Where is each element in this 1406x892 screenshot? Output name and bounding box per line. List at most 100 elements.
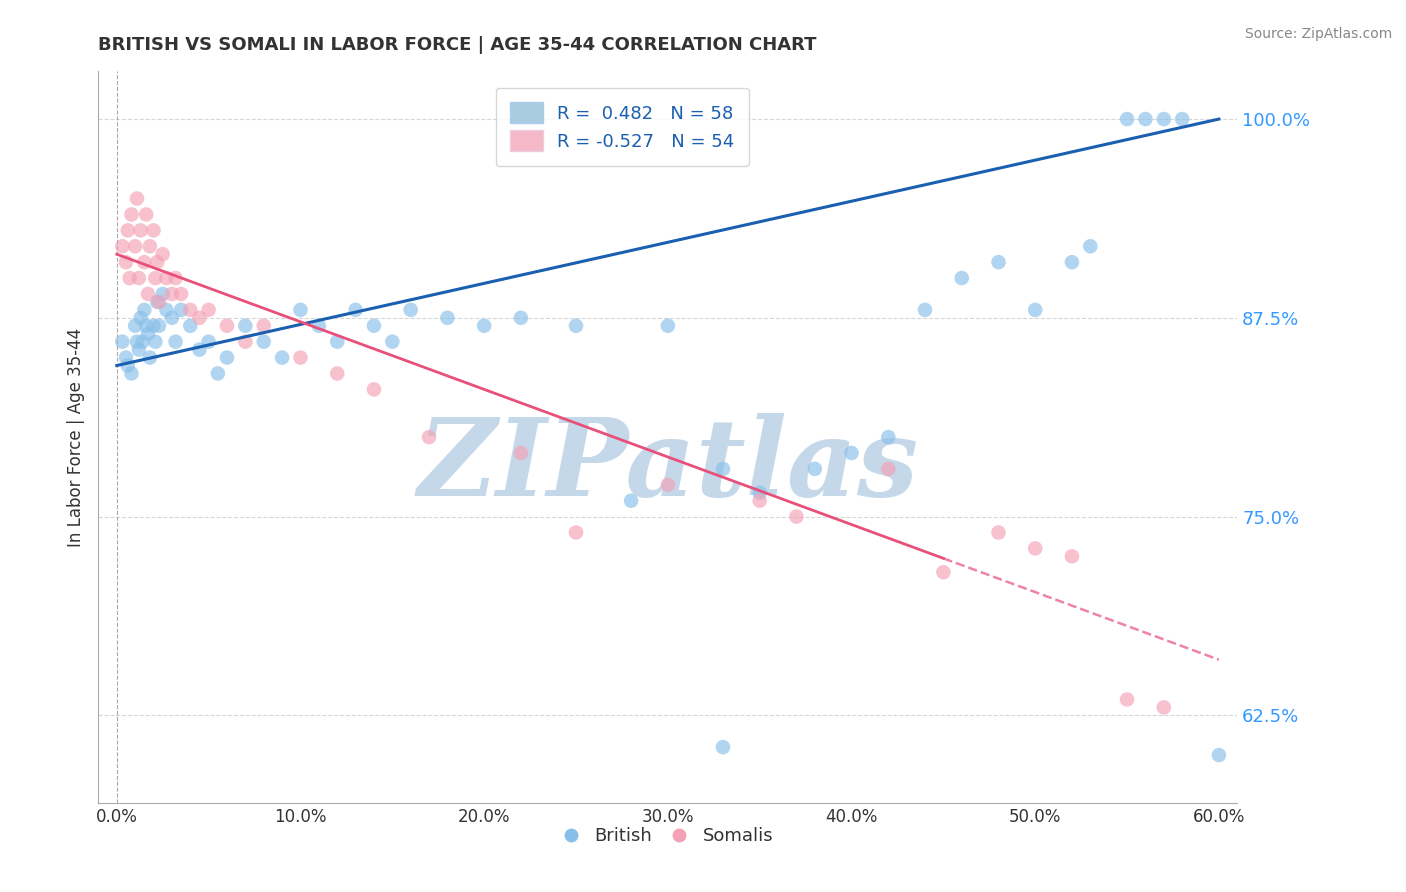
Point	[271, 351, 294, 365]
Point	[135, 207, 157, 221]
Point	[950, 271, 973, 285]
Text: BRITISH VS SOMALI IN LABOR FORCE | AGE 35-44 CORRELATION CHART: BRITISH VS SOMALI IN LABOR FORCE | AGE 3…	[98, 36, 817, 54]
Point	[1078, 239, 1101, 253]
Point	[131, 334, 153, 349]
Point	[711, 462, 734, 476]
Point	[1153, 112, 1175, 126]
Legend: British, Somalis: British, Somalis	[555, 820, 780, 852]
Point	[160, 287, 183, 301]
Point	[117, 359, 139, 373]
Point	[142, 318, 165, 333]
Point	[565, 525, 588, 540]
Point	[841, 446, 863, 460]
Point	[1135, 112, 1157, 126]
Point	[139, 351, 162, 365]
Point	[118, 271, 141, 285]
Point	[134, 302, 156, 317]
Point	[363, 318, 385, 333]
Point	[711, 740, 734, 755]
Point	[1060, 549, 1083, 564]
Point	[326, 367, 349, 381]
Text: ZIPatlas: ZIPatlas	[418, 413, 918, 519]
Point	[152, 247, 174, 261]
Point	[914, 302, 936, 317]
Point	[160, 310, 183, 325]
Point	[155, 271, 177, 285]
Point	[136, 326, 159, 341]
Point	[509, 310, 531, 325]
Point	[125, 334, 148, 349]
Point	[987, 525, 1010, 540]
Point	[215, 318, 238, 333]
Point	[197, 334, 219, 349]
Point	[129, 310, 152, 325]
Point	[363, 383, 385, 397]
Point	[142, 223, 165, 237]
Point	[326, 334, 349, 349]
Point	[748, 493, 770, 508]
Point	[1024, 541, 1046, 556]
Point	[139, 239, 162, 253]
Point	[308, 318, 330, 333]
Point	[179, 318, 201, 333]
Point	[128, 343, 150, 357]
Point	[1153, 700, 1175, 714]
Point	[121, 207, 143, 221]
Point	[145, 334, 167, 349]
Point	[148, 318, 170, 333]
Point	[148, 294, 170, 309]
Point	[170, 302, 193, 317]
Point	[146, 255, 169, 269]
Point	[399, 302, 422, 317]
Text: Source: ZipAtlas.com: Source: ZipAtlas.com	[1244, 27, 1392, 41]
Point	[170, 287, 193, 301]
Point	[1116, 112, 1139, 126]
Point	[235, 318, 257, 333]
Point	[381, 334, 404, 349]
Point	[804, 462, 827, 476]
Point	[657, 477, 679, 491]
Point	[509, 446, 531, 460]
Point	[135, 318, 157, 333]
Point	[207, 367, 229, 381]
Point	[1171, 112, 1194, 126]
Point	[785, 509, 807, 524]
Point	[115, 255, 138, 269]
Point	[253, 334, 276, 349]
Point	[165, 334, 187, 349]
Point	[128, 271, 150, 285]
Point	[152, 287, 174, 301]
Point	[124, 239, 146, 253]
Point	[136, 287, 159, 301]
Point	[344, 302, 367, 317]
Point	[124, 318, 146, 333]
Point	[129, 223, 152, 237]
Point	[115, 351, 138, 365]
Point	[290, 302, 312, 317]
Point	[146, 294, 169, 309]
Point	[188, 310, 211, 325]
Point	[179, 302, 201, 317]
Point	[188, 343, 211, 357]
Point	[197, 302, 219, 317]
Point	[877, 430, 900, 444]
Point	[418, 430, 440, 444]
Point	[134, 255, 156, 269]
Point	[121, 367, 143, 381]
Point	[1060, 255, 1083, 269]
Point	[932, 566, 955, 580]
Point	[125, 192, 148, 206]
Point	[117, 223, 139, 237]
Y-axis label: In Labor Force | Age 35-44: In Labor Force | Age 35-44	[66, 327, 84, 547]
Point	[436, 310, 458, 325]
Point	[290, 351, 312, 365]
Point	[472, 318, 495, 333]
Point	[111, 239, 134, 253]
Point	[253, 318, 276, 333]
Point	[1116, 692, 1139, 706]
Point	[235, 334, 257, 349]
Point	[877, 462, 900, 476]
Point	[748, 485, 770, 500]
Point	[620, 493, 643, 508]
Point	[215, 351, 238, 365]
